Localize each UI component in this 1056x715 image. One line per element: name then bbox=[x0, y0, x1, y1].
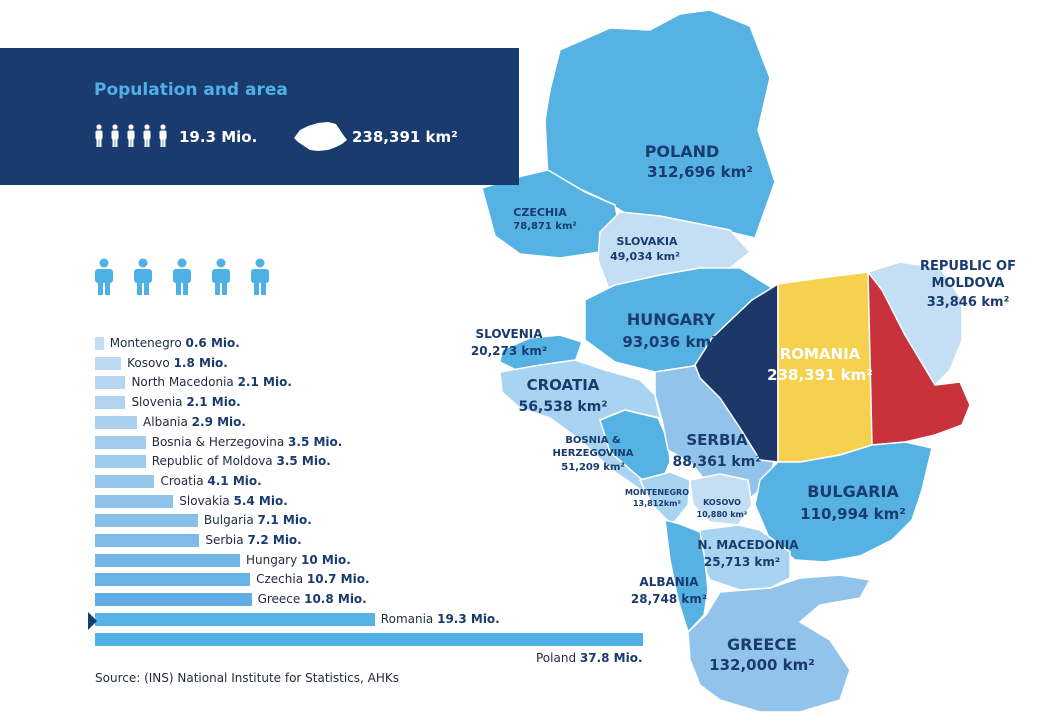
bar-montenegro bbox=[95, 337, 104, 350]
bar-romania bbox=[95, 612, 375, 626]
bar-label: Czechia 10.7 Mio. bbox=[256, 572, 370, 587]
label-romania: ROMANIA bbox=[780, 345, 861, 363]
header-banner bbox=[0, 48, 519, 185]
label-macedonia: N. MACEDONIA bbox=[698, 538, 800, 552]
bar-bulgaria bbox=[95, 514, 198, 528]
label-montenegro: MONTENEGRO bbox=[625, 488, 689, 497]
label-serbia-area: 88,361 km² bbox=[673, 454, 762, 470]
bar-label: Serbia 7.2 Mio. bbox=[205, 533, 302, 547]
label-kosovo: KOSOVO bbox=[703, 498, 741, 507]
bar-label: Republic of Moldova 3.5 Mio. bbox=[151, 454, 331, 469]
bar-label: Hungary 10 Mio. bbox=[245, 552, 351, 567]
label-hungary: HUNGARY bbox=[627, 310, 716, 329]
label-moldova-1: REPUBLIC OF bbox=[920, 259, 1016, 274]
label-bosnia-area: 51,209 km² bbox=[561, 462, 625, 473]
bar-kosovo bbox=[95, 356, 122, 370]
label-romania-area: 238,391 km² bbox=[767, 366, 873, 384]
bar-republic-of-moldova bbox=[95, 455, 146, 469]
bar-label: Albania 2.9 Mio. bbox=[143, 414, 246, 429]
bar-albania bbox=[95, 415, 138, 429]
label-slovakia-area: 49,034 km² bbox=[610, 250, 680, 263]
label-greece-area: 132,000 km² bbox=[709, 656, 815, 674]
map-bosnia bbox=[599, 409, 671, 491]
label-slovakia: SLOVAKIA bbox=[616, 235, 677, 248]
bar-label: Bulgaria 7.1 Mio. bbox=[203, 513, 312, 528]
label-moldova-2: MOLDOVA bbox=[931, 276, 1004, 291]
bar-label: Croatia 4.1 Mio. bbox=[160, 473, 262, 488]
label-bosnia-1: BOSNIA & bbox=[565, 435, 621, 446]
label-poland: POLAND bbox=[645, 142, 720, 161]
label-bosnia-2: HERZEGOVINA bbox=[553, 448, 634, 459]
label-bulgaria: BULGARIA bbox=[807, 482, 899, 501]
bar-slovakia bbox=[95, 494, 174, 508]
map-montenegro bbox=[639, 471, 691, 526]
bar-poland bbox=[95, 632, 643, 646]
header-title: Population and area bbox=[94, 80, 288, 100]
label-montenegro-area: 13,812km² bbox=[633, 499, 682, 508]
bar-label: Montenegro 0.6 Mio. bbox=[109, 336, 240, 350]
bar-greece bbox=[95, 593, 252, 607]
label-poland-area: 312,696 km² bbox=[647, 163, 753, 181]
label-bulgaria-area: 110,994 km² bbox=[800, 505, 906, 523]
bar-czechia bbox=[95, 573, 251, 587]
person-icon bbox=[95, 258, 269, 295]
label-kosovo-area: 10,880 km² bbox=[697, 510, 748, 519]
label-serbia: SERBIA bbox=[686, 431, 748, 449]
bar-label: North Macedonia 2.1 Mio. bbox=[131, 375, 292, 390]
bar-label: Bosnia & Herzegovina 3.5 Mio. bbox=[151, 434, 343, 449]
map-kosovo bbox=[689, 473, 753, 526]
map-bulgaria bbox=[754, 441, 933, 563]
bar-label: Greece 10.8 Mio. bbox=[257, 592, 367, 607]
label-moldova-area: 33,846 km² bbox=[927, 295, 1010, 310]
map-albania bbox=[664, 519, 709, 633]
bar-label: Poland 37.8 Mio. bbox=[536, 650, 643, 665]
person-icon bbox=[95, 124, 167, 147]
bar-slovenia bbox=[95, 396, 126, 410]
label-hungary-area: 93,036 km² bbox=[622, 333, 717, 351]
bar-croatia bbox=[95, 474, 155, 488]
bar-label: Slovenia 2.1 Mio. bbox=[131, 395, 241, 410]
bar-label: Slovakia 5.4 Mio. bbox=[179, 493, 288, 508]
label-slovenia-area: 20,273 km² bbox=[471, 344, 547, 358]
label-greece: GREECE bbox=[727, 635, 797, 654]
label-slovenia: SLOVENIA bbox=[475, 327, 543, 341]
map-greece bbox=[687, 574, 871, 713]
bar-bosnia-herzegovina bbox=[95, 435, 146, 449]
bar-hungary bbox=[95, 553, 240, 567]
romania-silhouette-icon bbox=[294, 122, 347, 151]
romania-marker-icon bbox=[88, 612, 97, 630]
label-macedonia-area: 25,713 km² bbox=[704, 555, 780, 569]
label-czechia: CZECHIA bbox=[513, 206, 567, 219]
map-slovakia bbox=[597, 211, 751, 301]
bar-north-macedonia bbox=[95, 376, 126, 390]
bar-serbia bbox=[95, 534, 200, 547]
bar-label: Kosovo 1.8 Mio. bbox=[127, 355, 228, 370]
label-albania: ALBANIA bbox=[639, 575, 699, 589]
label-croatia: CROATIA bbox=[527, 376, 600, 394]
source-note: Source: (INS) National Institute for Sta… bbox=[95, 671, 400, 685]
header-population: 19.3 Mio. bbox=[179, 128, 258, 146]
header-area: 238,391 km² bbox=[352, 128, 458, 146]
bar-label: Romania 19.3 Mio. bbox=[380, 611, 500, 626]
label-croatia-area: 56,538 km² bbox=[519, 399, 608, 415]
label-albania-area: 28,748 km² bbox=[631, 592, 707, 606]
label-czechia-area: 78,871 km² bbox=[513, 221, 577, 232]
